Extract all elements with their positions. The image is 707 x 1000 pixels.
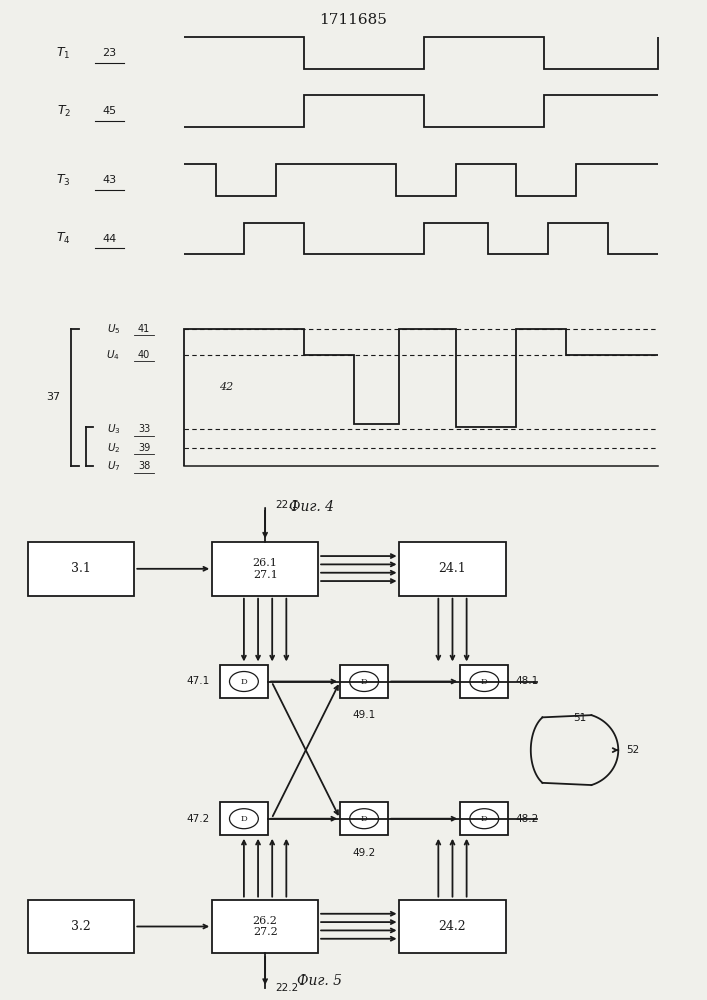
Bar <box>340 802 388 835</box>
Bar <box>220 665 268 698</box>
Text: 3.2: 3.2 <box>71 920 91 933</box>
Text: 26.2
27.2: 26.2 27.2 <box>252 916 278 937</box>
Text: 44: 44 <box>103 233 117 243</box>
Text: 42: 42 <box>219 382 233 392</box>
Text: 47.2: 47.2 <box>186 814 209 824</box>
Bar <box>460 802 508 835</box>
Bar <box>28 900 134 953</box>
Text: D: D <box>481 678 488 686</box>
Text: 43: 43 <box>103 175 117 185</box>
Text: $U_5$: $U_5$ <box>107 322 120 336</box>
Bar <box>220 802 268 835</box>
Text: 38: 38 <box>138 461 150 471</box>
Text: $T_2$: $T_2$ <box>57 104 71 119</box>
Text: 45: 45 <box>103 106 117 116</box>
Text: Фиг. 4: Фиг. 4 <box>288 500 334 514</box>
Bar <box>399 900 506 953</box>
Text: D: D <box>481 815 488 823</box>
Text: 3.1: 3.1 <box>71 562 91 575</box>
Text: 22.1: 22.1 <box>276 500 299 510</box>
Text: 51: 51 <box>573 713 586 723</box>
Text: $U_7$: $U_7$ <box>107 460 120 473</box>
Text: 48.2: 48.2 <box>515 814 539 824</box>
Bar <box>399 542 506 596</box>
Text: $T_4$: $T_4$ <box>57 231 71 246</box>
Bar <box>28 542 134 596</box>
Text: $T_1$: $T_1$ <box>57 45 71 61</box>
Text: 24.1: 24.1 <box>438 562 467 575</box>
Bar <box>460 665 508 698</box>
Text: $T_3$: $T_3$ <box>57 173 71 188</box>
Text: 41: 41 <box>138 324 150 334</box>
Text: 33: 33 <box>138 424 150 434</box>
Text: 40: 40 <box>138 350 150 360</box>
Text: $U_4$: $U_4$ <box>107 348 120 362</box>
Text: 22.2: 22.2 <box>276 983 299 993</box>
Bar <box>212 900 318 953</box>
Text: 48.1: 48.1 <box>515 676 539 686</box>
Text: D: D <box>361 678 368 686</box>
Text: 47.1: 47.1 <box>186 676 209 686</box>
Text: 39: 39 <box>138 443 150 453</box>
Text: $U_3$: $U_3$ <box>107 422 120 436</box>
Text: 26.1
27.1: 26.1 27.1 <box>252 558 278 580</box>
Bar <box>340 665 388 698</box>
Text: 37: 37 <box>46 392 60 402</box>
Bar <box>212 542 318 596</box>
Text: $U_2$: $U_2$ <box>107 441 120 455</box>
Text: 49.1: 49.1 <box>353 710 375 720</box>
Text: 1711685: 1711685 <box>320 13 387 27</box>
Text: 49.2: 49.2 <box>353 848 375 858</box>
Text: 23: 23 <box>103 48 117 58</box>
Text: Фиг. 5: Фиг. 5 <box>297 974 342 988</box>
Text: 24.2: 24.2 <box>438 920 467 933</box>
Text: D: D <box>240 678 247 686</box>
Text: 52: 52 <box>626 745 639 755</box>
Text: D: D <box>240 815 247 823</box>
Text: D: D <box>361 815 368 823</box>
